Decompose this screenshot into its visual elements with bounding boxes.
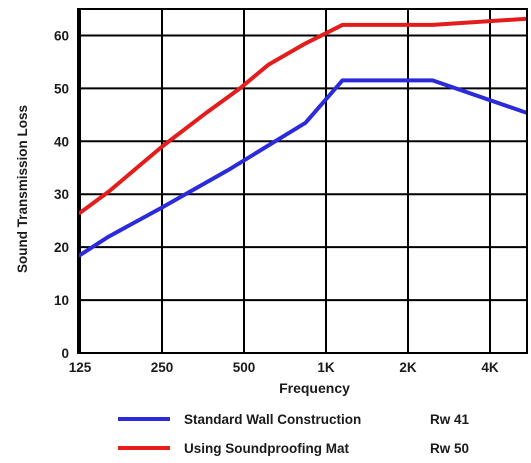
x-tick-label: 2K [399,360,417,375]
y-tick-label: 30 [54,187,69,202]
x-axis-label: Frequency [279,380,350,396]
x-tick-label: 250 [151,360,174,375]
series-line-soundproofing-mat [78,16,527,215]
x-tick-label: 125 [69,360,92,375]
legend-series-name: Standard Wall Construction [184,412,361,427]
x-tick-label: 500 [233,360,256,375]
x-tick-labels: 125 250 500 1K 2K 4K [69,360,499,375]
series-line-standard-wall [78,78,527,258]
y-axis-label: Sound Transmission Loss [15,105,30,273]
y-tick-label: 0 [61,346,69,361]
legend-series-name: Using Soundproofing Mat [184,441,349,456]
x-tick-label: 1K [317,360,335,375]
grid [78,9,527,353]
y-tick-label: 40 [54,134,69,149]
y-tick-labels: 0 10 20 30 40 50 60 [54,28,69,361]
y-tick-label: 60 [54,28,69,43]
y-tick-label: 50 [54,81,69,96]
legend-series-rating: Rw 50 [430,441,469,456]
series-lines [78,16,527,258]
y-tick-label: 10 [54,293,69,308]
legend-series-rating: Rw 41 [430,412,470,427]
y-tick-label: 20 [54,240,69,255]
legend: Standard Wall Construction Rw 41 Using Sou… [118,412,470,456]
plot-frame [77,8,528,354]
x-tick-label: 4K [481,360,499,375]
